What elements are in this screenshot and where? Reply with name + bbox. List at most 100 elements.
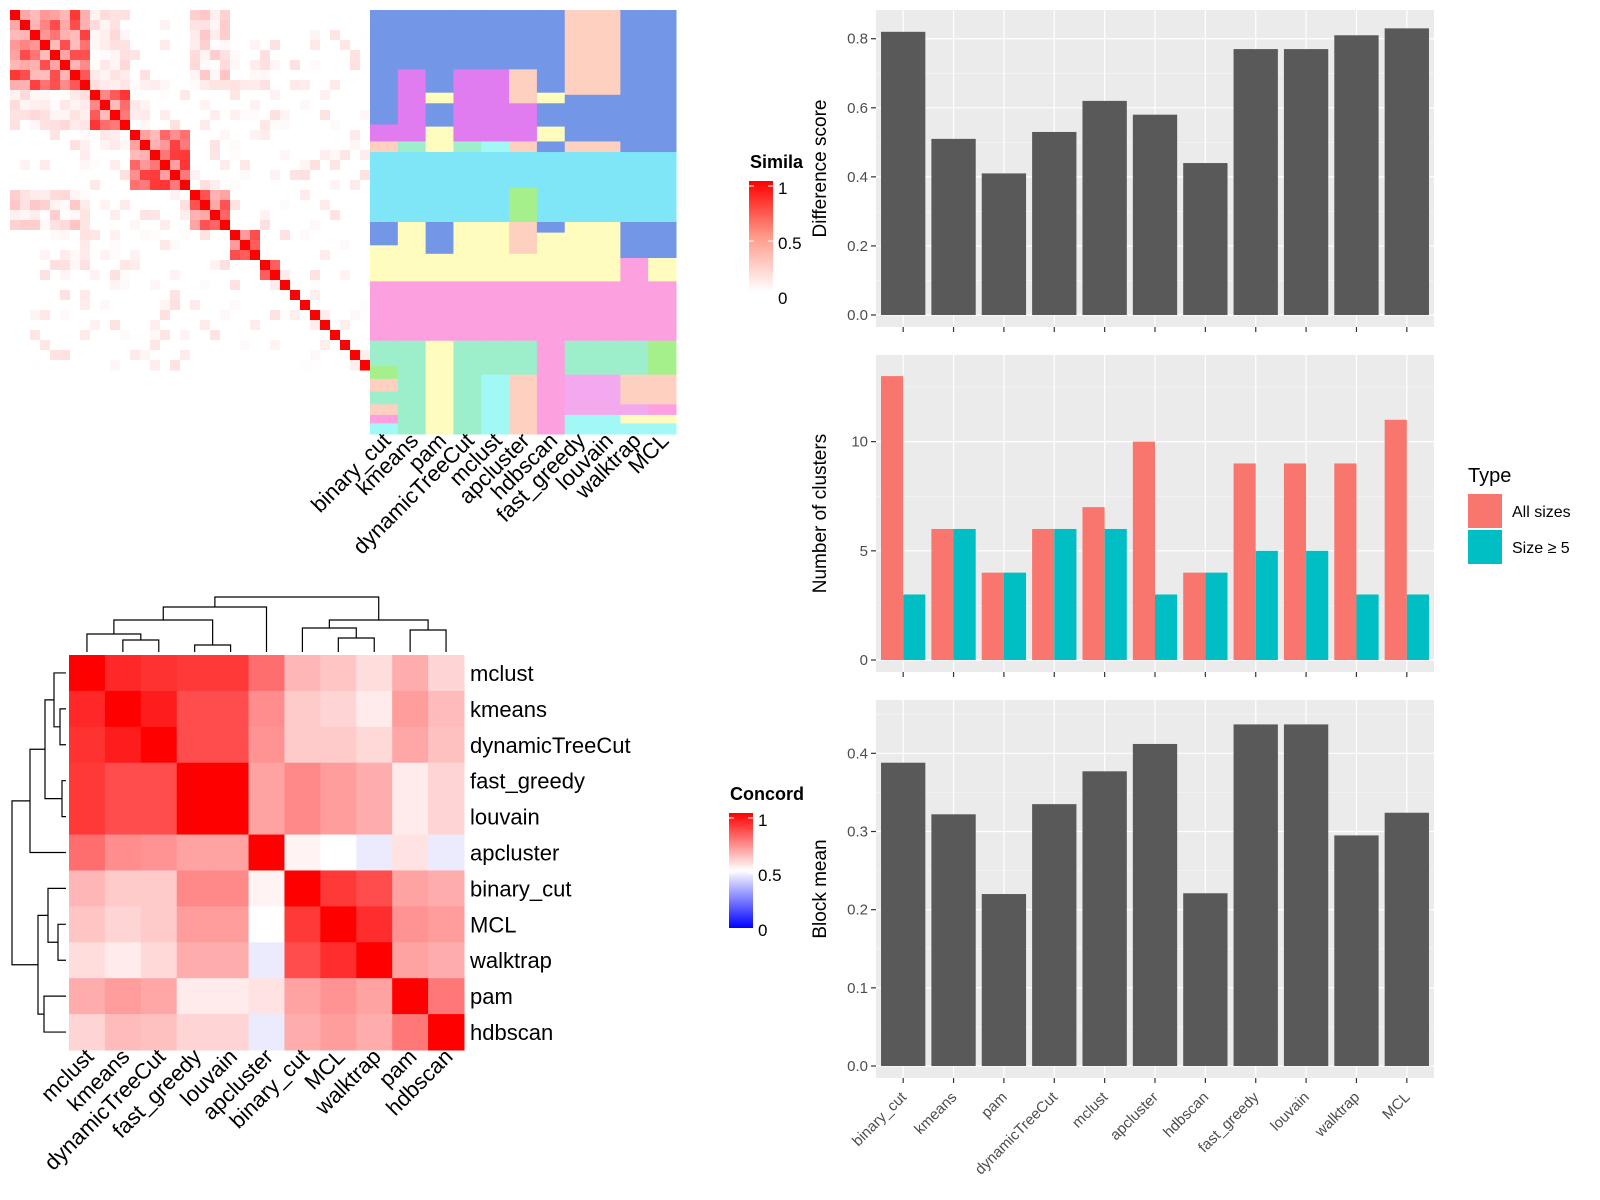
similarity-cell [30,180,41,191]
similarity-cell [320,300,331,311]
similarity-cell [30,300,41,311]
similarity-cell [160,60,171,71]
similarity-cell [340,180,351,191]
similarity-cell [270,160,281,171]
similarity-cell [260,110,271,121]
similarity-cell [130,80,141,91]
similarity-cell [300,50,311,61]
cluster-cell-walktrap [620,391,649,405]
similarity-cell [200,300,211,311]
similarity-cell [200,310,211,321]
similarity-cell [330,340,341,351]
similarity-cell [300,80,311,91]
similarity-cell [40,20,51,31]
similarity-cell [250,20,261,31]
similarity-cell [120,290,131,301]
similarity-cell [260,50,271,61]
similarity-cell [260,180,271,191]
similarity-cell [180,350,191,361]
similarity-cell [250,210,261,221]
similarity-cell [40,140,51,151]
similarity-cell [250,70,261,81]
bar-hdbscan [1183,163,1228,315]
similarity-cell [330,170,341,181]
similarity-cell [220,310,231,321]
similarity-cell [150,150,161,161]
similarity-cell [230,80,241,91]
similarity-cell [70,180,81,191]
similarity-cell [110,50,121,61]
concordance-cell [356,798,393,836]
similarity-cell [210,10,221,21]
similarity-cell [120,170,131,181]
similarity-cell [50,120,61,131]
similarity-cell [170,80,181,91]
similarity-cell [320,290,331,301]
similarity-cell [80,60,91,71]
y-axis-label: Block mean [810,839,831,938]
cluster-cell-MCL [648,258,677,282]
similarity-cell [350,180,361,191]
similarity-cell [300,140,311,151]
similarity-cell [50,220,61,231]
similarity-cell [110,120,121,131]
similarity-cell [350,150,361,161]
similarity-cell [350,120,361,131]
similarity-cell [190,350,201,361]
concordance-cell [176,906,214,943]
similarity-cell [340,10,351,21]
similarity-cell [290,40,301,51]
similarity-cell [220,80,231,91]
similarity-cell [320,40,331,51]
concordance-row-label: binary_cut [470,876,572,901]
similarity-cell [230,340,241,351]
similarity-cell [360,310,371,321]
cluster-cell-MCL [648,414,677,424]
similarity-cell [150,70,161,81]
similarity-cell [280,90,291,101]
similarity-cell [300,310,311,321]
similarity-cell [310,110,321,121]
cluster-cell-pam [425,340,454,435]
similarity-cell [250,250,261,261]
similarity-cell [70,320,81,331]
similarity-cell [290,10,301,21]
similarity-cell [200,30,211,41]
similarity-cell [210,110,221,121]
similarity-cell [60,270,71,281]
cluster-cell-pam [425,253,454,282]
similarity-cell [250,300,261,311]
similarity-cell [20,280,31,291]
similarity-cell [160,110,171,121]
similarity-cell [250,290,261,301]
similarity-cell [300,260,311,271]
cluster-cell-walktrap [620,281,649,342]
similarity-cell [360,60,371,71]
similarity-cell [120,310,131,321]
concordance-cell [284,655,321,692]
concordance-heatmap [69,655,465,1051]
similarity-cell [280,130,291,141]
similarity-cell [10,50,21,61]
similarity-cell [320,80,331,91]
similarity-cell [360,160,371,171]
similarity-cell [320,100,331,111]
concordance-cell [69,978,106,1015]
similarity-cell [70,290,81,301]
cluster-column-labels: binary_cutkmeanspamdynamicTreeCutmclusta… [306,428,674,559]
similarity-cell [280,300,291,311]
similarity-cell [120,220,131,231]
bar-size-ge-5-kmeans [953,528,976,660]
similarity-cell [100,270,111,281]
similarity-cell [20,100,31,111]
cluster-cell-louvain [592,281,621,342]
concordance-cell [212,798,250,836]
similarity-cell [160,120,171,131]
similarity-cell [220,20,231,31]
concordance-cell [248,798,285,836]
similarity-cell [210,240,221,251]
similarity-cell [150,20,161,31]
concordance-cell [428,798,465,836]
similarity-cell [120,200,131,211]
similarity-cell [40,170,51,181]
